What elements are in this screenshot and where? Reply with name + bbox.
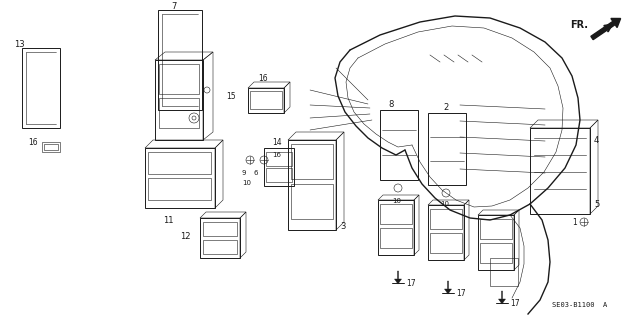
Bar <box>203 222 237 236</box>
Bar <box>266 152 292 166</box>
Text: 6: 6 <box>254 170 259 176</box>
Bar <box>159 64 199 94</box>
Text: 8: 8 <box>388 100 394 109</box>
Text: 9: 9 <box>242 170 246 176</box>
Bar <box>288 140 336 230</box>
FancyArrow shape <box>445 281 451 294</box>
Bar <box>378 200 414 255</box>
FancyArrow shape <box>591 19 621 40</box>
Text: 16: 16 <box>28 138 38 147</box>
Bar <box>248 88 284 113</box>
Text: 10: 10 <box>440 201 449 207</box>
Text: 7: 7 <box>172 2 177 11</box>
Text: 13: 13 <box>14 40 24 49</box>
Text: 17: 17 <box>456 289 466 298</box>
Text: 10: 10 <box>242 180 251 186</box>
FancyArrow shape <box>394 271 401 284</box>
Text: 17: 17 <box>510 299 520 308</box>
Bar <box>22 48 60 128</box>
Bar <box>159 98 199 128</box>
Bar <box>148 178 211 200</box>
Bar <box>428 205 464 260</box>
Bar <box>42 142 60 152</box>
Bar <box>264 148 294 186</box>
Text: 11: 11 <box>163 216 173 225</box>
Bar <box>530 128 590 214</box>
Text: SE03-B1100  A: SE03-B1100 A <box>552 302 607 308</box>
Bar <box>266 168 292 182</box>
Bar <box>430 233 462 253</box>
Text: 15: 15 <box>226 92 236 101</box>
Text: 1: 1 <box>572 218 577 227</box>
Text: 4: 4 <box>594 136 599 145</box>
Text: 16: 16 <box>258 74 268 83</box>
Bar <box>490 258 518 286</box>
Bar <box>428 113 466 185</box>
Bar <box>480 219 512 239</box>
Text: 5: 5 <box>594 200 599 209</box>
Text: 16: 16 <box>272 152 281 158</box>
Bar <box>250 91 282 109</box>
Bar <box>478 215 514 270</box>
Text: 12: 12 <box>180 232 191 241</box>
Bar <box>480 243 512 263</box>
Text: FR.: FR. <box>570 20 588 30</box>
Bar <box>203 240 237 254</box>
Text: 17: 17 <box>406 279 415 288</box>
Bar <box>430 209 462 229</box>
Bar <box>380 228 412 248</box>
Bar <box>291 184 333 219</box>
Text: 3: 3 <box>340 222 346 231</box>
Text: 10: 10 <box>392 198 401 204</box>
Bar <box>148 152 211 174</box>
Bar <box>200 218 240 258</box>
Bar <box>380 110 418 180</box>
Bar <box>155 60 203 140</box>
Text: 2: 2 <box>443 103 448 112</box>
FancyArrow shape <box>499 291 506 304</box>
Bar <box>380 204 412 224</box>
Bar <box>291 144 333 179</box>
Bar <box>158 10 202 110</box>
Bar <box>44 144 58 150</box>
Text: 14: 14 <box>272 138 282 147</box>
Bar <box>145 148 215 208</box>
